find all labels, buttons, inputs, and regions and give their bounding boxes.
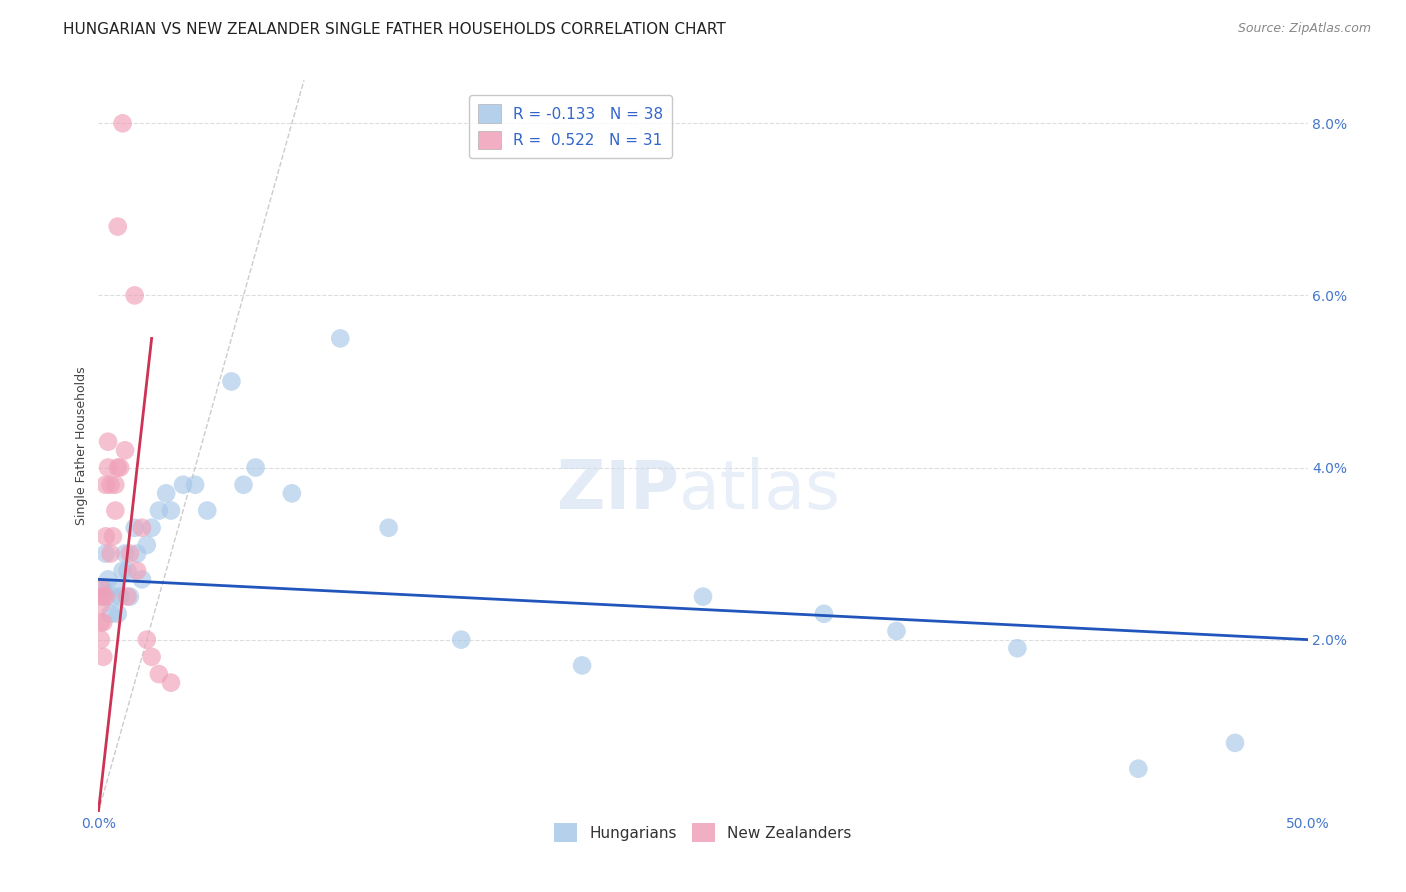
Point: [108, 460, 131, 475]
Point: [114, 547, 136, 561]
Point: [195, 503, 218, 517]
Point: [184, 477, 207, 491]
Point: [148, 503, 170, 517]
Point: [90, 615, 112, 630]
Point: [232, 477, 254, 491]
Point: [97, 460, 120, 475]
Point: [100, 607, 122, 621]
Point: [97, 434, 120, 449]
Point: [101, 529, 124, 543]
Point: [571, 658, 593, 673]
Point: [148, 667, 170, 681]
Point: [111, 116, 134, 130]
Point: [117, 590, 139, 604]
Point: [107, 607, 129, 621]
Legend: Hungarians, New Zealanders: Hungarians, New Zealanders: [548, 817, 858, 848]
Point: [1007, 641, 1029, 656]
Point: [813, 607, 835, 621]
Point: [1128, 762, 1150, 776]
Point: [107, 460, 129, 475]
Point: [90, 590, 112, 604]
Text: atlas: atlas: [679, 457, 839, 523]
Point: [172, 477, 194, 491]
Point: [450, 632, 472, 647]
Point: [118, 547, 141, 561]
Text: Source: ZipAtlas.com: Source: ZipAtlas.com: [1237, 22, 1371, 36]
Point: [94, 477, 117, 491]
Point: [91, 615, 114, 630]
Point: [97, 573, 120, 587]
Point: [245, 460, 267, 475]
Point: [100, 477, 122, 491]
Point: [90, 632, 112, 647]
Point: [124, 288, 146, 302]
Point: [160, 503, 183, 517]
Point: [135, 632, 157, 647]
Point: [108, 590, 131, 604]
Point: [94, 590, 117, 604]
Point: [135, 538, 157, 552]
Point: [160, 675, 183, 690]
Point: [329, 331, 352, 345]
Point: [124, 521, 146, 535]
Point: [281, 486, 304, 500]
Point: [94, 547, 117, 561]
Point: [1223, 736, 1246, 750]
Point: [131, 573, 153, 587]
Point: [101, 590, 124, 604]
Point: [377, 521, 399, 535]
Point: [692, 590, 714, 604]
Y-axis label: Single Father Households: Single Father Households: [75, 367, 89, 525]
Point: [90, 598, 112, 612]
Point: [117, 564, 139, 578]
Point: [91, 581, 114, 595]
Point: [114, 443, 136, 458]
Point: [104, 581, 127, 595]
Point: [141, 649, 163, 664]
Text: ZIP: ZIP: [557, 457, 679, 523]
Point: [886, 624, 908, 638]
Point: [131, 521, 153, 535]
Point: [155, 486, 177, 500]
Point: [111, 564, 134, 578]
Point: [141, 521, 163, 535]
Point: [107, 219, 129, 234]
Point: [104, 503, 127, 517]
Point: [91, 590, 114, 604]
Point: [104, 477, 127, 491]
Text: HUNGARIAN VS NEW ZEALANDER SINGLE FATHER HOUSEHOLDS CORRELATION CHART: HUNGARIAN VS NEW ZEALANDER SINGLE FATHER…: [63, 22, 725, 37]
Point: [127, 564, 149, 578]
Point: [90, 581, 112, 595]
Point: [94, 529, 117, 543]
Point: [127, 547, 149, 561]
Point: [91, 649, 114, 664]
Point: [100, 547, 122, 561]
Point: [118, 590, 141, 604]
Point: [221, 375, 243, 389]
